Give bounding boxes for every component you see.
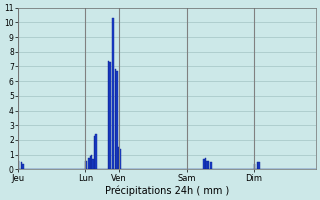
X-axis label: Précipitations 24h ( mm ): Précipitations 24h ( mm ): [105, 185, 229, 196]
Bar: [112, 18, 114, 169]
Bar: [21, 162, 22, 169]
Bar: [206, 161, 208, 169]
Bar: [90, 156, 91, 169]
Bar: [116, 71, 118, 169]
Bar: [204, 159, 205, 169]
Bar: [22, 164, 24, 169]
Bar: [109, 62, 111, 169]
Bar: [258, 162, 260, 169]
Bar: [91, 155, 92, 169]
Bar: [205, 158, 206, 169]
Bar: [118, 147, 119, 169]
Bar: [18, 161, 20, 169]
Bar: [95, 134, 97, 169]
Bar: [115, 69, 116, 169]
Bar: [119, 149, 121, 169]
Bar: [211, 162, 212, 169]
Bar: [92, 159, 94, 169]
Bar: [254, 164, 255, 169]
Bar: [94, 136, 95, 169]
Bar: [257, 162, 258, 169]
Bar: [108, 61, 109, 169]
Bar: [85, 161, 87, 169]
Bar: [88, 158, 90, 169]
Bar: [208, 161, 209, 169]
